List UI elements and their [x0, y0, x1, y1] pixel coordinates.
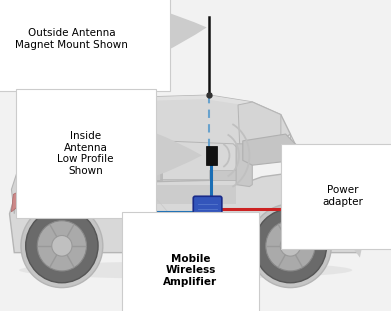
Circle shape	[37, 221, 86, 271]
Polygon shape	[72, 95, 281, 160]
Circle shape	[52, 235, 72, 256]
Polygon shape	[11, 156, 38, 214]
Circle shape	[21, 204, 103, 288]
Text: Inside
Antenna
Low Profile
Shown: Inside Antenna Low Profile Shown	[57, 118, 202, 190]
FancyBboxPatch shape	[291, 163, 309, 175]
Circle shape	[26, 209, 98, 283]
Polygon shape	[72, 95, 291, 187]
Circle shape	[280, 235, 301, 256]
Polygon shape	[291, 134, 357, 194]
Circle shape	[254, 209, 326, 283]
Polygon shape	[9, 173, 360, 253]
Polygon shape	[236, 144, 252, 187]
Circle shape	[249, 204, 331, 288]
Polygon shape	[105, 185, 236, 204]
Polygon shape	[90, 151, 105, 187]
Polygon shape	[72, 107, 100, 160]
Polygon shape	[103, 141, 240, 187]
Ellipse shape	[19, 261, 352, 279]
Text: Outside Antenna
Magnet Mount Shown: Outside Antenna Magnet Mount Shown	[15, 0, 207, 72]
FancyBboxPatch shape	[206, 146, 217, 165]
Polygon shape	[238, 102, 281, 151]
Polygon shape	[109, 165, 160, 180]
Text: Mobile
Wireless
Amplifier: Mobile Wireless Amplifier	[142, 222, 217, 311]
FancyBboxPatch shape	[193, 196, 222, 221]
Polygon shape	[243, 134, 295, 165]
Polygon shape	[350, 197, 360, 216]
Polygon shape	[210, 170, 236, 180]
Text: Power
adapter: Power adapter	[310, 170, 391, 258]
Polygon shape	[11, 190, 21, 212]
Circle shape	[266, 221, 315, 271]
